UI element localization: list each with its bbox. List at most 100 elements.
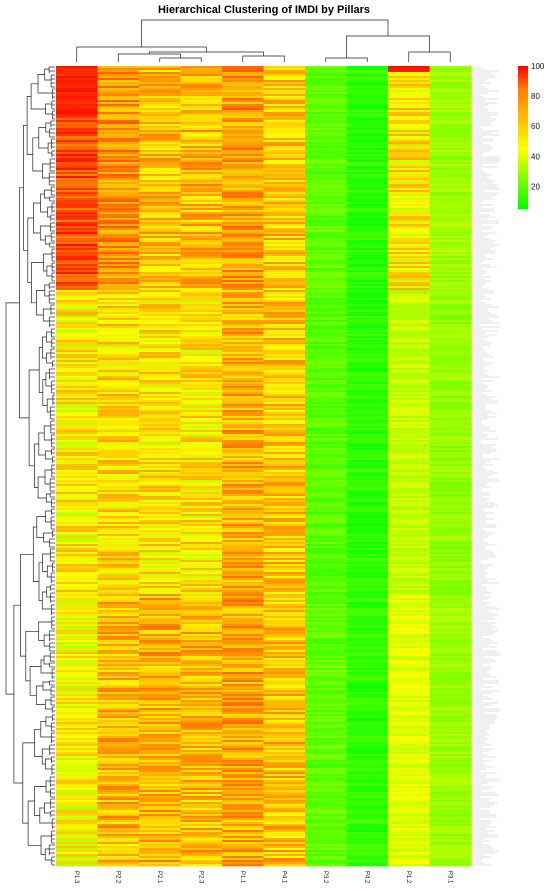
heatmap-cell (139, 726, 181, 729)
heatmap-cell (180, 496, 223, 499)
heatmap-cell (305, 486, 347, 489)
heatmap-cell (97, 436, 140, 439)
heatmap-cell (180, 686, 223, 689)
heatmap-cell (97, 150, 140, 153)
heatmap-cell (346, 236, 389, 239)
heatmap-cell (429, 750, 472, 753)
heatmap-cell (429, 88, 472, 91)
heatmap-cell (429, 434, 472, 437)
heatmap-cell (346, 716, 389, 719)
heatmap-cell (180, 646, 223, 649)
heatmap-cell (429, 658, 472, 661)
heatmap-cell (346, 800, 389, 803)
heatmap-cell (139, 536, 181, 539)
heatmap-cell (388, 790, 430, 793)
heatmap-cell (97, 172, 140, 175)
heatmap-cell (97, 212, 140, 215)
heatmap-cell (97, 234, 140, 237)
heatmap-cell (56, 140, 98, 143)
heatmap-cell (139, 76, 181, 79)
heatmap-cell (305, 616, 347, 619)
heatmap-cell (346, 400, 389, 403)
heatmap-cell (263, 716, 306, 719)
heatmap-cell (305, 176, 347, 179)
heatmap-cell (180, 650, 223, 653)
heatmap-cell (388, 804, 430, 807)
heatmap-cell (139, 778, 181, 781)
heatmap-cell (346, 814, 389, 817)
heatmap-cell (222, 436, 264, 439)
heatmap-cell (388, 272, 430, 275)
heatmap-cell (97, 126, 140, 129)
heatmap-cell (139, 510, 181, 513)
heatmap-cell (97, 180, 140, 183)
heatmap-cell (180, 144, 223, 147)
heatmap-cell (429, 834, 472, 837)
heatmap-cell (346, 738, 389, 741)
heatmap-cell (429, 852, 472, 855)
heatmap-cell (263, 222, 306, 225)
heatmap-cell (139, 270, 181, 273)
heatmap-cell (222, 810, 264, 813)
heatmap-cell (429, 664, 472, 667)
heatmap-cell (346, 160, 389, 163)
heatmap-cell (305, 158, 347, 161)
heatmap-cell (388, 824, 430, 827)
heatmap-cell (305, 566, 347, 569)
heatmap-cell (305, 264, 347, 267)
heatmap-cell (305, 528, 347, 531)
heatmap-cell (388, 398, 430, 401)
heatmap-cell (388, 402, 430, 405)
heatmap-cell (139, 414, 181, 417)
heatmap-cell (346, 496, 389, 499)
heatmap-cell (263, 226, 306, 229)
heatmap-cell (388, 80, 430, 83)
heatmap-cell (388, 704, 430, 707)
heatmap-cell (56, 716, 98, 719)
heatmap-cell (346, 484, 389, 487)
heatmap-cell (388, 168, 430, 171)
heatmap-cell (346, 558, 389, 561)
heatmap-cell (56, 436, 98, 439)
heatmap-cell (429, 392, 472, 395)
heatmap-cell (346, 560, 389, 563)
heatmap-cell (56, 658, 98, 661)
heatmap-cell (97, 572, 140, 575)
heatmap-cell (139, 80, 181, 83)
heatmap-cell (305, 230, 347, 233)
heatmap-cell (139, 84, 181, 87)
heatmap-cell (305, 630, 347, 633)
heatmap-cell (346, 332, 389, 335)
heatmap-cell (263, 484, 306, 487)
heatmap-cell (180, 762, 223, 765)
heatmap-cell (263, 268, 306, 271)
heatmap-cell (97, 836, 140, 839)
heatmap-cell (388, 568, 430, 571)
heatmap-cell (388, 548, 430, 551)
heatmap-cell (180, 358, 223, 361)
heatmap-cell (429, 848, 472, 851)
heatmap-cell (346, 326, 389, 329)
heatmap-cell (305, 462, 347, 465)
heatmap-cell (305, 242, 347, 245)
heatmap-cell (263, 540, 306, 543)
heatmap-cell (429, 796, 472, 799)
heatmap-cell (180, 512, 223, 515)
heatmap-cell (429, 702, 472, 705)
heatmap-cell (429, 666, 472, 669)
heatmap-cell (56, 96, 98, 99)
heatmap-cell (429, 430, 472, 433)
heatmap-cell (388, 294, 430, 297)
heatmap-cell (180, 568, 223, 571)
heatmap-cell (388, 778, 430, 781)
heatmap-cell (139, 836, 181, 839)
heatmap-cell (222, 330, 264, 333)
heatmap-cell (97, 278, 140, 281)
heatmap-cell (222, 324, 264, 327)
heatmap-cell (429, 752, 472, 755)
heatmap-cell (97, 682, 140, 685)
heatmap-cell (429, 710, 472, 713)
heatmap-cell (222, 332, 264, 335)
heatmap-cell (305, 214, 347, 217)
heatmap-cell (97, 390, 140, 393)
